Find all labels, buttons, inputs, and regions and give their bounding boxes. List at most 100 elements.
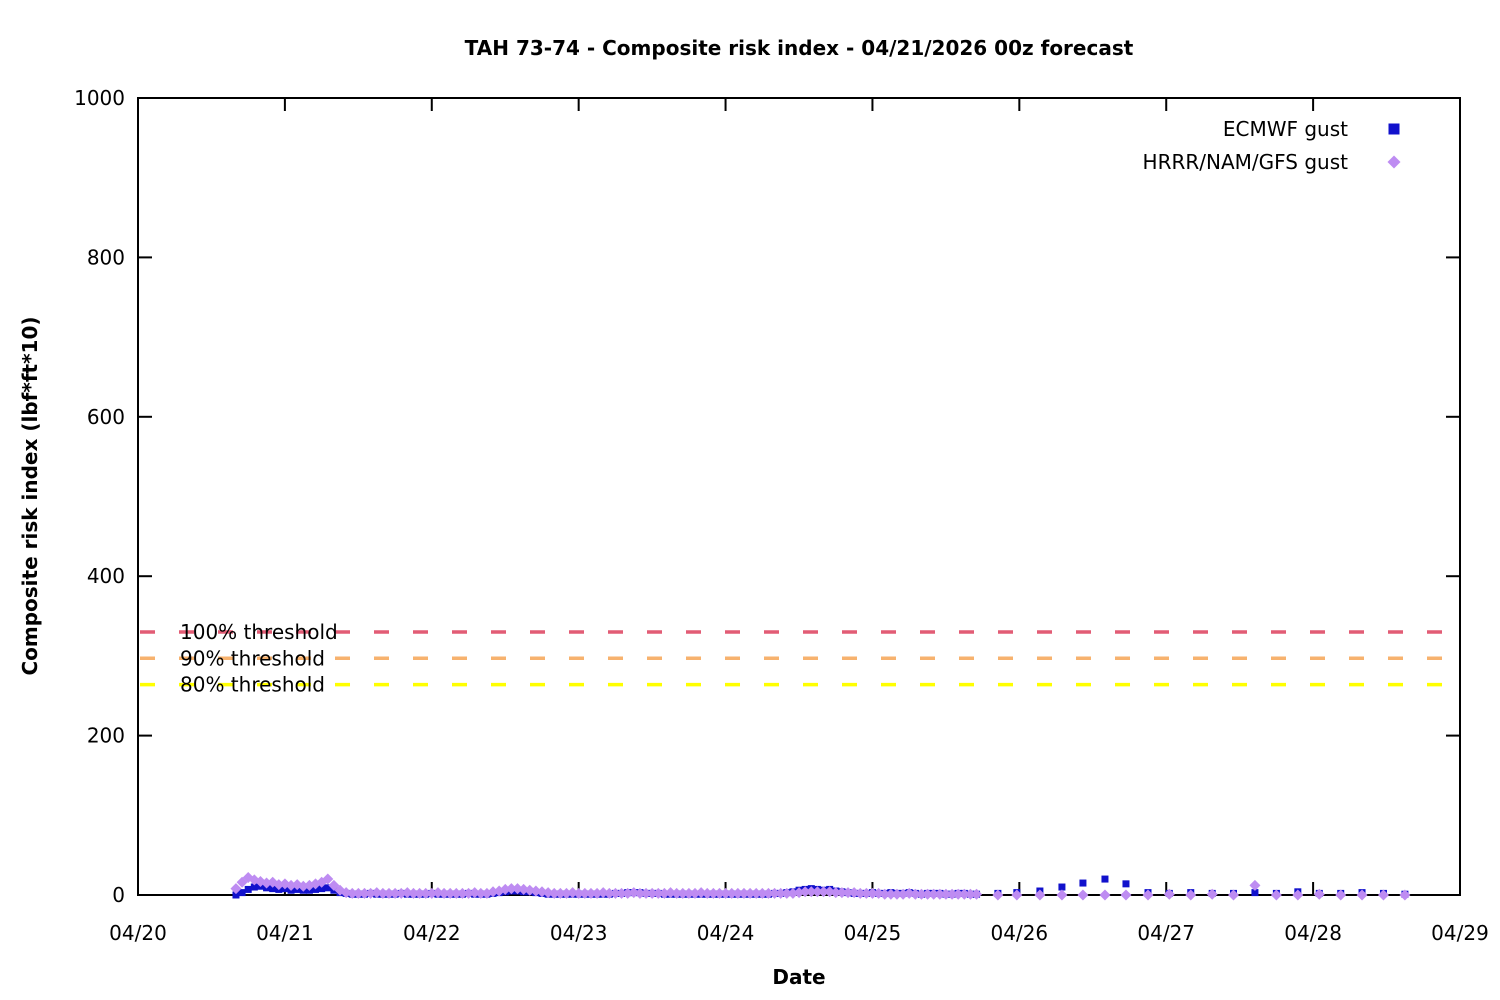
x-tick-label: 04/23: [550, 921, 608, 945]
data-point-diamond: [805, 886, 817, 898]
data-point-diamond: [922, 888, 934, 900]
data-point-diamond: [456, 887, 468, 899]
data-point-diamond: [646, 887, 658, 899]
legend-label: HRRR/NAM/GFS gust: [1143, 150, 1349, 174]
threshold-label: 80% threshold: [180, 673, 325, 697]
data-point-diamond: [940, 888, 952, 900]
data-point-diamond: [1335, 889, 1347, 901]
threshold-label: 90% threshold: [180, 646, 325, 670]
data-point-diamond: [1077, 889, 1089, 901]
data-point-diamond: [1142, 889, 1154, 901]
data-point-diamond: [671, 887, 683, 899]
x-tick-label: 04/27: [1137, 921, 1195, 945]
data-point-diamond: [579, 887, 591, 899]
data-point-diamond: [775, 887, 787, 899]
data-point-diamond: [1270, 889, 1282, 901]
data-point-diamond: [946, 888, 958, 900]
data-point-diamond: [909, 888, 921, 900]
data-point-square: [1058, 883, 1066, 891]
y-tick-label: 1000: [74, 86, 125, 110]
data-point-diamond: [652, 887, 664, 899]
data-point-square: [1079, 879, 1087, 887]
data-point-diamond: [1377, 889, 1389, 901]
data-point-square: [232, 891, 240, 899]
y-tick-label: 400: [87, 564, 125, 588]
data-point-square: [269, 885, 277, 893]
data-point-diamond: [1356, 889, 1368, 901]
data-point-diamond: [1163, 888, 1175, 900]
data-point-diamond: [1011, 889, 1023, 901]
data-point-diamond: [1185, 889, 1197, 901]
data-point-diamond: [818, 886, 830, 898]
data-point-square: [318, 885, 326, 893]
data-point-diamond: [603, 887, 615, 899]
data-point-diamond: [756, 887, 768, 899]
data-point-diamond: [928, 888, 940, 900]
data-point-diamond: [475, 887, 487, 899]
data-point-diamond: [1249, 879, 1261, 891]
data-point-square: [1122, 880, 1130, 888]
y-tick-label: 0: [112, 883, 125, 907]
data-point-diamond: [1292, 889, 1304, 901]
x-tick-label: 04/24: [697, 921, 755, 945]
data-point-diamond: [1313, 888, 1325, 900]
data-point-diamond: [738, 887, 750, 899]
data-point-diamond: [322, 873, 334, 885]
data-point-diamond: [992, 889, 1004, 901]
data-point-diamond: [444, 887, 456, 899]
x-tick-label: 04/26: [991, 921, 1049, 945]
data-point-diamond: [1034, 889, 1046, 901]
data-point-square: [244, 885, 252, 893]
data-point-square: [250, 883, 258, 891]
data-point-diamond: [879, 888, 891, 900]
data-point-diamond: [934, 888, 946, 900]
data-point-diamond: [609, 887, 621, 899]
y-tick-label: 600: [87, 405, 125, 429]
data-point-diamond: [915, 888, 927, 900]
x-tick-label: 04/28: [1284, 921, 1342, 945]
data-point-square: [238, 889, 246, 897]
data-point-diamond: [726, 887, 738, 899]
data-point-diamond: [885, 888, 897, 900]
legend-label: ECMWF gust: [1223, 117, 1348, 141]
data-point-diamond: [450, 887, 462, 899]
data-point-diamond: [1056, 889, 1068, 901]
data-point-diamond: [720, 887, 732, 899]
legend-marker-square: [1388, 123, 1400, 135]
data-point-diamond: [866, 887, 878, 899]
data-point-diamond: [836, 887, 848, 899]
data-point-diamond: [634, 887, 646, 899]
x-tick-label: 04/29: [1431, 921, 1489, 945]
data-point-diamond: [677, 887, 689, 899]
data-point-diamond: [781, 887, 793, 899]
y-tick-label: 200: [87, 724, 125, 748]
data-point-diamond: [744, 887, 756, 899]
x-tick-label: 04/20: [109, 921, 167, 945]
data-point-diamond: [958, 888, 970, 900]
data-point-diamond: [1099, 889, 1111, 901]
data-point-diamond: [377, 887, 389, 899]
x-axis-title: Date: [772, 965, 826, 989]
data-point-diamond: [701, 887, 713, 899]
data-point-diamond: [799, 886, 811, 898]
data-point-diamond: [407, 887, 419, 899]
data-point-diamond: [554, 887, 566, 899]
data-point-diamond: [640, 887, 652, 899]
data-point-diamond: [346, 887, 358, 899]
data-point-diamond: [1227, 889, 1239, 901]
chart-title: TAH 73-74 - Composite risk index - 04/21…: [464, 36, 1134, 60]
x-tick-label: 04/22: [403, 921, 461, 945]
y-tick-label: 800: [87, 245, 125, 269]
data-point-diamond: [769, 887, 781, 899]
plot-frame: [137, 97, 1461, 896]
data-point-diamond: [359, 887, 371, 899]
data-point-diamond: [548, 887, 560, 899]
data-point-diamond: [713, 887, 725, 899]
data-point-diamond: [750, 887, 762, 899]
data-point-diamond: [830, 887, 842, 899]
data-point-diamond: [505, 883, 517, 895]
x-tick-label: 04/25: [844, 921, 902, 945]
data-point-diamond: [891, 888, 903, 900]
